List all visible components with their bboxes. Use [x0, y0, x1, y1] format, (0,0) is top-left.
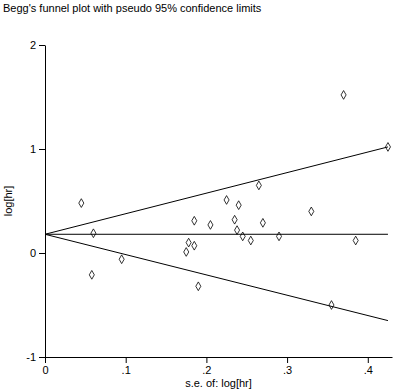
x-axis-line: [46, 357, 393, 358]
point: [192, 216, 197, 225]
point: [240, 232, 245, 241]
tick-mark: [368, 357, 369, 363]
tick-label: .1: [122, 364, 131, 376]
tick-mark: [39, 253, 45, 254]
x-axis: 0 .1 .2 .3 .4: [42, 357, 392, 376]
tick-label: 0: [30, 247, 36, 259]
point: [91, 229, 96, 238]
tick-label: .4: [364, 364, 373, 376]
tick-mark: [126, 357, 127, 363]
point: [341, 91, 346, 100]
point: [208, 221, 213, 230]
tick-label: 1: [30, 143, 36, 155]
tick-mark: [39, 357, 45, 358]
tick: .1: [122, 357, 131, 376]
tick: .2: [202, 357, 211, 376]
point: [224, 196, 229, 205]
point: [184, 248, 189, 257]
point: [353, 236, 358, 245]
point: [256, 181, 261, 190]
tick-mark: [45, 357, 46, 363]
point: [236, 201, 241, 210]
tick-mark: [39, 45, 45, 46]
point: [196, 282, 201, 291]
point: [277, 232, 282, 241]
point: [232, 215, 237, 224]
tick: 2: [30, 39, 45, 51]
y-axis: -1 0 1 2: [26, 39, 45, 363]
point: [119, 255, 124, 264]
tick-mark: [39, 149, 45, 150]
tick: .4: [364, 357, 373, 376]
tick-mark: [287, 357, 288, 363]
tick: -1: [26, 351, 45, 363]
tick-label: 0: [42, 364, 48, 376]
tick-label: 2: [30, 39, 36, 51]
point: [186, 238, 191, 247]
point: [89, 270, 94, 279]
tick-label: -1: [26, 351, 36, 363]
tick: 1: [30, 143, 45, 155]
y-axis-line: [45, 46, 46, 358]
tick-mark: [206, 357, 207, 363]
tick: 0: [42, 357, 48, 376]
tick: .3: [283, 357, 292, 376]
x-axis-title: s.e. of: log[hr]: [185, 377, 252, 389]
point: [248, 236, 253, 245]
point: [192, 241, 197, 250]
point: [235, 226, 240, 235]
point: [309, 207, 314, 216]
title: Begg's funnel plot with pseudo 95% confi…: [3, 2, 262, 14]
tick-label: .2: [202, 364, 211, 376]
tick-label: .3: [283, 364, 292, 376]
point: [260, 218, 265, 227]
point: [329, 301, 334, 310]
point: [79, 199, 84, 208]
line: [45, 147, 388, 234]
plot-area: [45, 91, 390, 321]
line: [45, 234, 388, 235]
chart: 0 .1 .2 .3 .4 -1 0 1 2 Begg's funnel plot with ps…: [0, 0, 400, 391]
line: [45, 234, 388, 320]
tick: 0: [30, 247, 45, 259]
y-axis-title: log[hr]: [2, 186, 14, 217]
